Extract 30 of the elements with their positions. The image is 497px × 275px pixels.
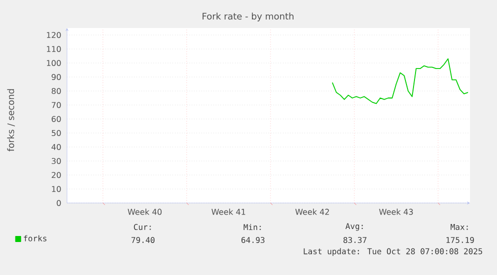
text: Max: xyxy=(450,224,468,230)
text: Avg: xyxy=(346,223,363,231)
text: 83.37 xyxy=(343,236,366,244)
x-tick-label: Week 43 xyxy=(379,208,413,215)
text: Cur: xyxy=(134,224,151,230)
y-tick-label: 40 xyxy=(52,144,61,150)
text: 79.40 xyxy=(132,236,155,244)
y-tick-label: 80 xyxy=(52,88,61,94)
y-tick-label: 100 xyxy=(46,60,61,66)
y-tick-label: 10 xyxy=(52,186,61,192)
line-series xyxy=(332,58,468,104)
y-tick-label: 110 xyxy=(46,46,61,52)
y-tick-label: 50 xyxy=(52,130,61,136)
y-tick-label: 60 xyxy=(52,116,61,122)
text: 64.93 xyxy=(241,236,264,244)
text: 175.19 xyxy=(446,236,474,244)
y-tick-label: 90 xyxy=(52,74,61,80)
y-tick-label: 70 xyxy=(52,102,61,108)
chart-title: Fork rate - by month xyxy=(202,12,294,22)
x-tick-label: Week 42 xyxy=(295,208,329,215)
y-tick-label: 20 xyxy=(52,172,61,178)
x-tick-label: Week 40 xyxy=(128,208,162,215)
text: Last update: Tue Oct 28 07:00:08 2025 xyxy=(304,248,482,256)
text: Min: xyxy=(244,224,261,230)
legend-label: forks xyxy=(24,235,46,242)
y-tick-label: 120 xyxy=(46,32,61,38)
y-tick-label: 30 xyxy=(52,158,61,164)
y-axis-title: forks / second xyxy=(7,89,15,152)
y-tick-label: 0 xyxy=(56,200,61,206)
x-tick-label: Week 41 xyxy=(212,208,246,215)
